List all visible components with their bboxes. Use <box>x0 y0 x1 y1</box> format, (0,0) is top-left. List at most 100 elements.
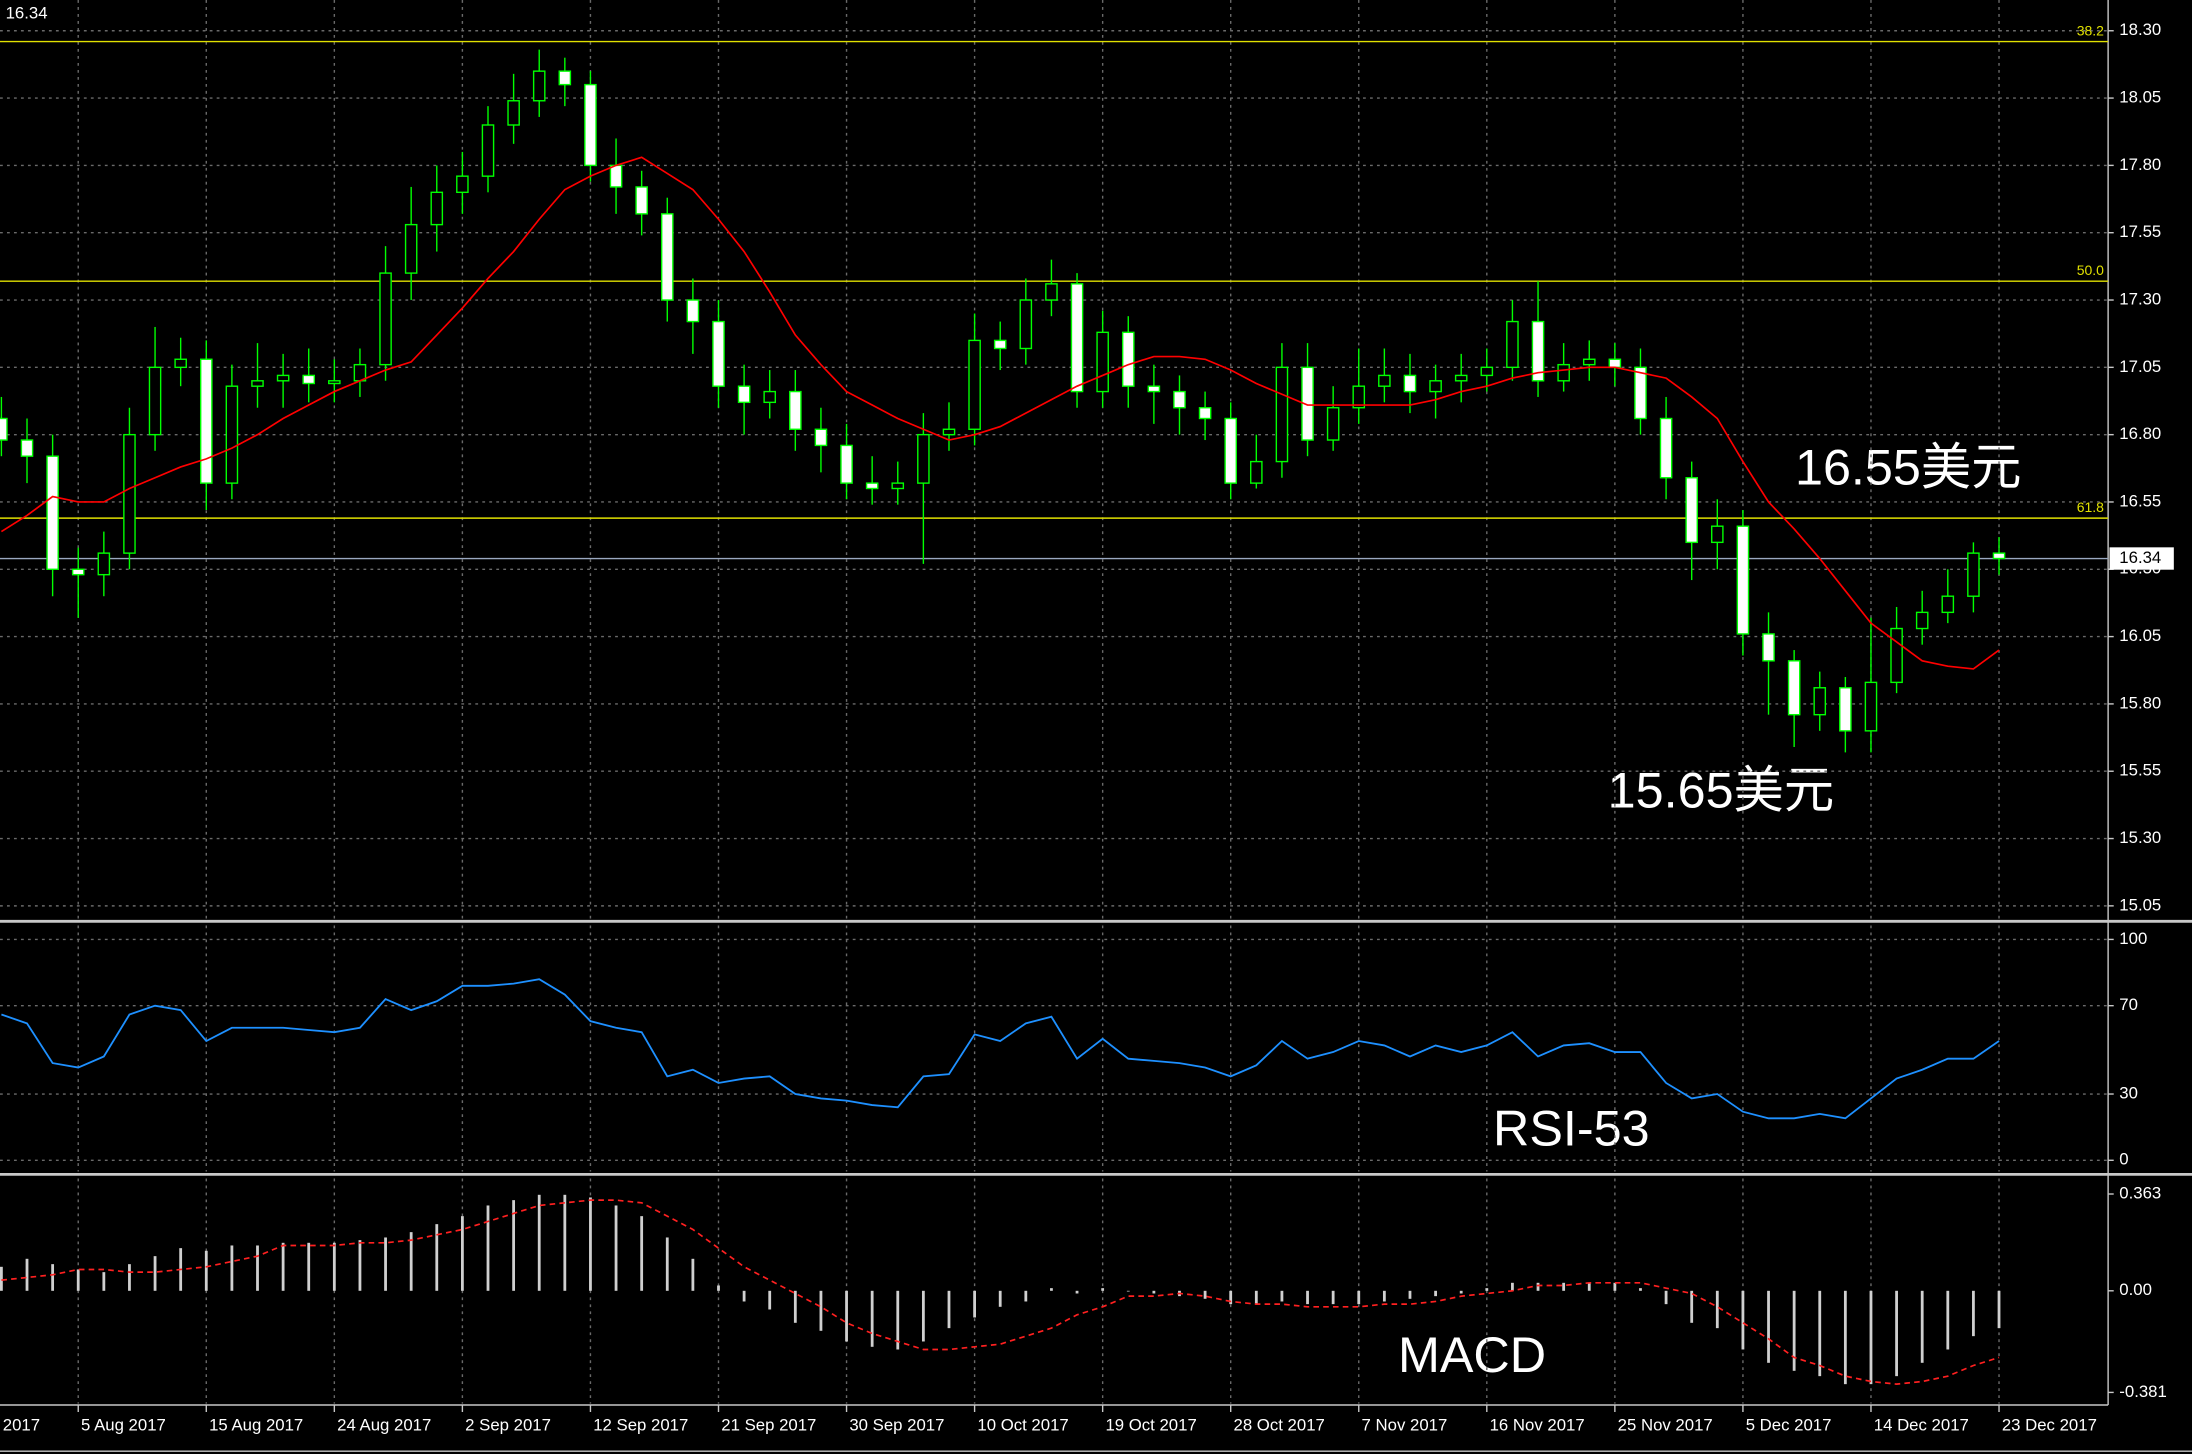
macd-bar <box>1203 1290 1207 1299</box>
macd-bar <box>1715 1290 1719 1329</box>
current-price-box <box>2109 547 2174 570</box>
macd-bar <box>25 1258 29 1291</box>
macd-bar <box>1818 1290 1822 1377</box>
macd-bar <box>793 1290 797 1323</box>
candle-body <box>1403 374 1417 393</box>
candle-body <box>507 100 520 126</box>
candle-body <box>814 428 828 447</box>
macd-bar <box>76 1269 80 1291</box>
macd-bar <box>1126 1290 1130 1292</box>
macd-bar <box>1152 1290 1156 1294</box>
candle-body <box>1121 331 1135 387</box>
candle-body <box>1326 407 1340 441</box>
candle-body <box>20 439 34 457</box>
y-tick-label: 0.363 <box>2119 1183 2161 1202</box>
macd-bar <box>1613 1282 1617 1291</box>
candle-body <box>532 70 546 102</box>
macd-bar <box>537 1194 541 1291</box>
macd-bar <box>665 1237 669 1291</box>
y-tick-label: 18.30 <box>2119 20 2161 39</box>
macd-signal <box>1 1199 2000 1385</box>
candle-body <box>1659 417 1673 479</box>
candle-body <box>1890 627 1903 684</box>
annotation: RSI-53 <box>1493 1100 1650 1157</box>
y-tick-label: 16.05 <box>2119 626 2161 645</box>
y-tick-label: 0 <box>2119 1150 2128 1169</box>
candle-body <box>1275 366 1289 463</box>
x-tick-label: 16 Nov 2017 <box>1490 1415 1585 1434</box>
x-tick-label: 10 Oct 2017 <box>977 1415 1068 1434</box>
y-tick-label: 17.30 <box>2119 289 2161 308</box>
annotation: 15.65美元 <box>1608 761 1835 818</box>
candle-body <box>1250 460 1263 484</box>
x-tick-label: 14 Dec 2017 <box>1874 1415 1969 1434</box>
candle-body <box>1711 525 1724 544</box>
candle-body <box>712 320 725 387</box>
candle-body <box>1531 320 1545 382</box>
y-tick-label: 17.80 <box>2119 155 2161 174</box>
candle-body <box>71 568 85 576</box>
macd-bar <box>1357 1290 1361 1305</box>
candle-body <box>46 455 59 570</box>
macd-bar <box>102 1272 106 1291</box>
macd-bar <box>896 1290 900 1350</box>
macd-bar <box>1639 1288 1642 1291</box>
candle-body <box>1839 687 1852 732</box>
macd-bar <box>947 1290 951 1329</box>
candle-body <box>1429 380 1442 393</box>
candle-body <box>840 444 853 484</box>
candle-body <box>1736 525 1750 635</box>
macd-bar <box>486 1205 490 1291</box>
candle-body <box>558 70 572 86</box>
candle-body <box>1352 385 1366 409</box>
y-tick-label: 15.05 <box>2119 895 2161 914</box>
candle-body <box>763 390 777 404</box>
macd-bar <box>1280 1290 1284 1302</box>
candle-body <box>1070 283 1084 393</box>
y-tick-label: 17.05 <box>2119 357 2161 376</box>
macd-bar <box>1408 1290 1412 1299</box>
x-tick-label: 2017 <box>3 1415 40 1434</box>
rsi-line <box>1 978 2000 1120</box>
annotation: MACD <box>1398 1326 1546 1383</box>
x-tick-label: 24 Aug 2017 <box>337 1415 431 1434</box>
y-tick-label: 15.30 <box>2119 828 2161 847</box>
macd-bar <box>1101 1288 1105 1291</box>
macd-bar <box>1254 1290 1258 1305</box>
macd-bar <box>691 1258 695 1291</box>
y-tick-label: -0.381 <box>2119 1382 2167 1401</box>
candle-body <box>1582 358 1596 366</box>
candle-body <box>1685 477 1698 544</box>
candle-body <box>379 272 392 366</box>
candle-body <box>430 191 444 226</box>
candle-body <box>1301 366 1314 441</box>
macd-bar <box>768 1290 772 1310</box>
macd-bar <box>307 1242 311 1291</box>
candle-body <box>1864 681 1878 732</box>
candle-body <box>97 552 111 576</box>
current-price-tag: 16.34 <box>2119 548 2161 567</box>
candle-body <box>1173 390 1186 409</box>
macd-bar <box>1997 1290 2001 1329</box>
macd-bar <box>640 1216 644 1291</box>
macd-bar <box>281 1242 285 1291</box>
x-tick-label: 5 Dec 2017 <box>1746 1415 1832 1434</box>
macd-bar <box>1767 1290 1770 1363</box>
macd-bar <box>614 1205 618 1291</box>
macd-bar <box>1741 1290 1745 1350</box>
candle-body <box>1813 687 1827 716</box>
candle-body <box>584 83 597 167</box>
candle-body <box>865 482 879 490</box>
macd-bar <box>460 1216 464 1291</box>
candle-body <box>481 124 495 177</box>
macd-bar <box>1792 1290 1796 1371</box>
y-tick-label: 70 <box>2119 995 2138 1014</box>
y-tick-label: 15.55 <box>2119 761 2161 780</box>
macd-bar <box>1920 1290 1924 1363</box>
macd-bar <box>1382 1290 1386 1302</box>
macd-bar <box>870 1290 874 1347</box>
candle-body <box>789 390 802 430</box>
